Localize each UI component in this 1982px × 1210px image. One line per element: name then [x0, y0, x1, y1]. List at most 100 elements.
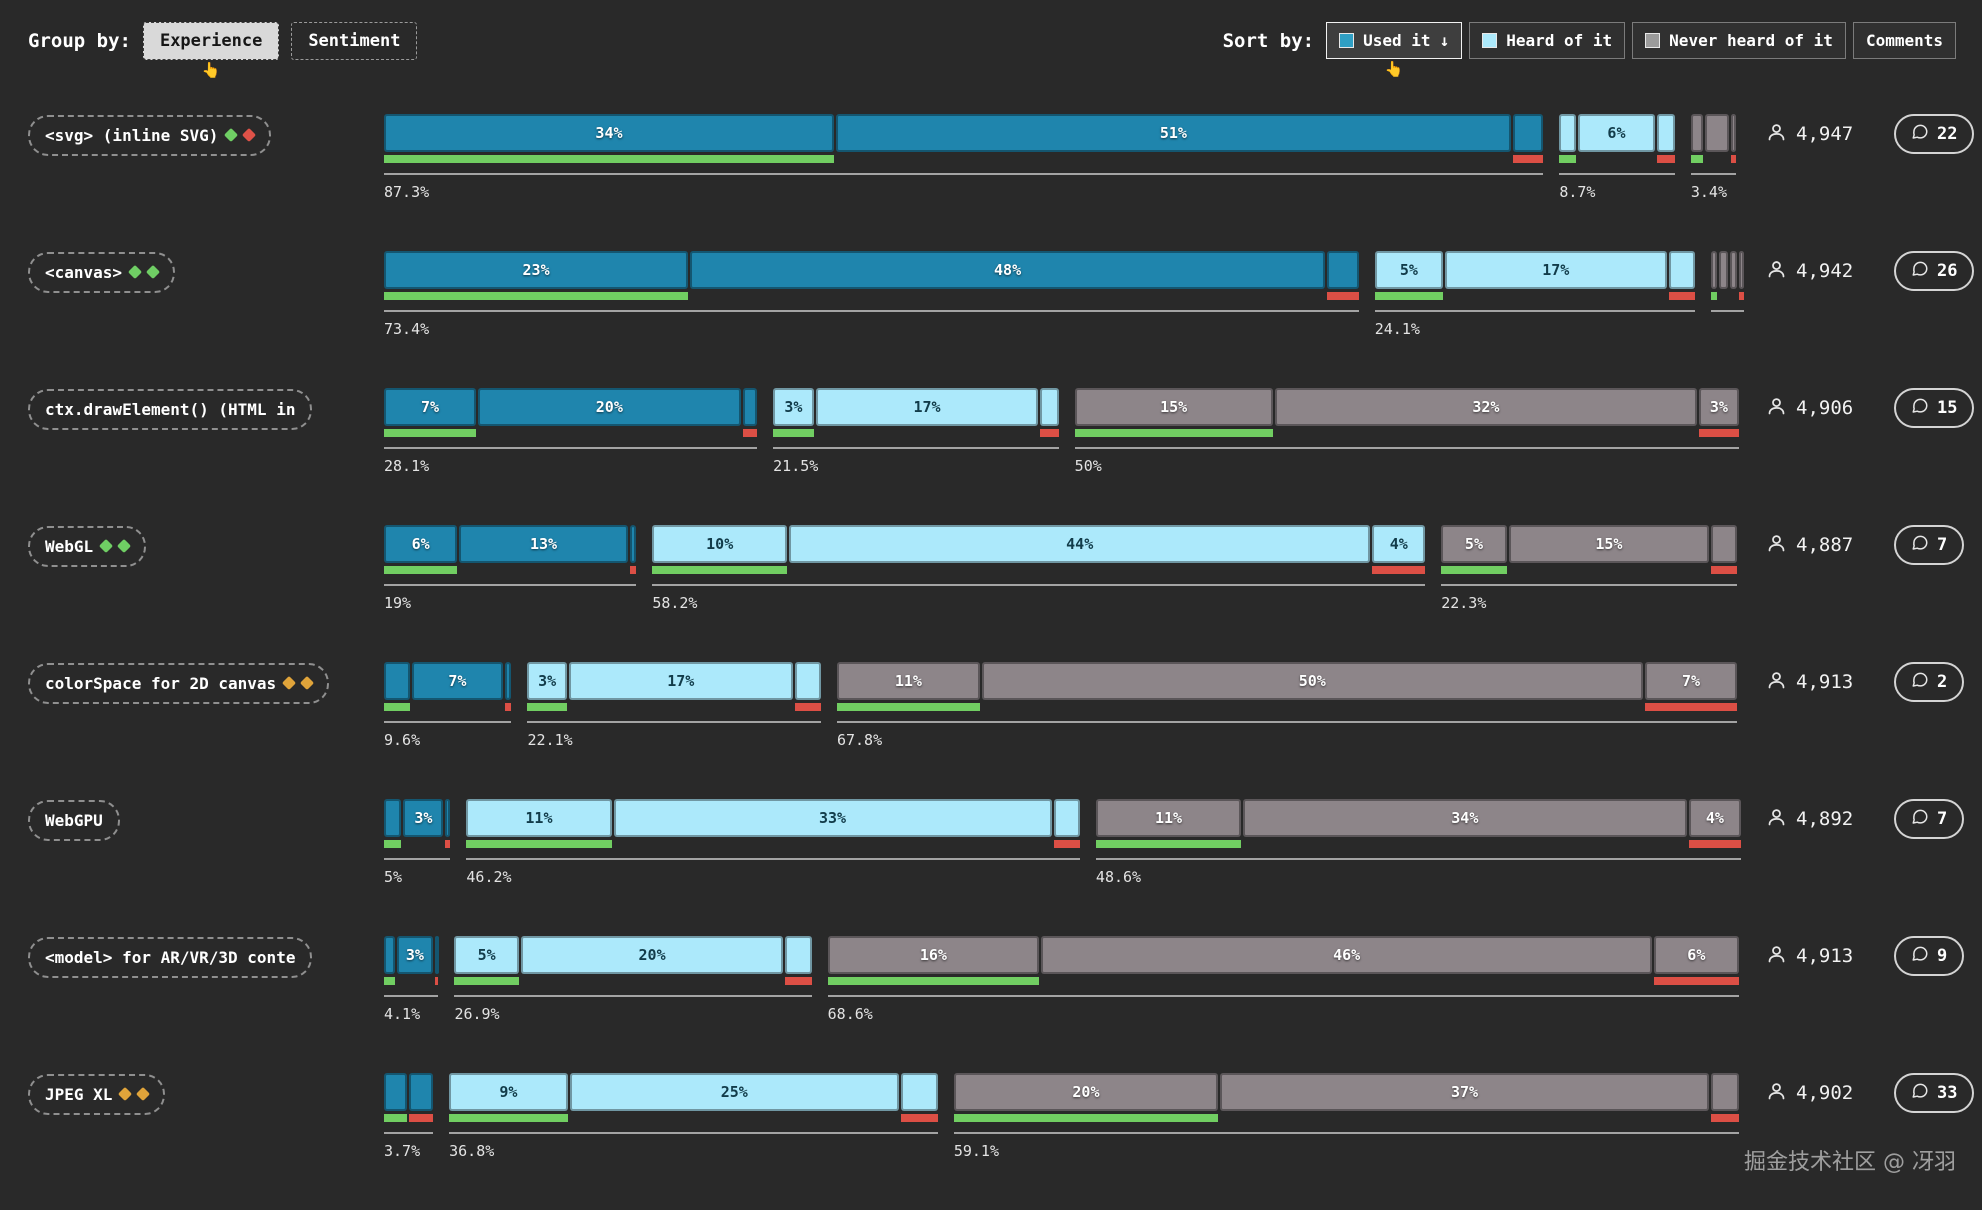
bar-segment[interactable]: [1719, 251, 1729, 289]
sort-by-never-heard-button[interactable]: Never heard of it: [1632, 22, 1846, 59]
bar-segment[interactable]: [445, 799, 451, 837]
bar-segment[interactable]: 44%: [789, 525, 1371, 563]
sentiment-underline: [454, 977, 812, 985]
bar-segment[interactable]: [1040, 388, 1059, 426]
user-icon: [1766, 944, 1787, 969]
bar-segment[interactable]: 50%: [981, 662, 1643, 700]
bar-segment[interactable]: 7%: [1644, 662, 1738, 700]
bar-segment[interactable]: 3%: [403, 799, 444, 837]
bar-segment[interactable]: 17%: [815, 388, 1039, 426]
bar-segment[interactable]: [1668, 251, 1695, 289]
bar-segment[interactable]: 5%: [454, 936, 519, 974]
bar-segment[interactable]: [1656, 114, 1675, 152]
bar-segment[interactable]: 3%: [527, 662, 567, 700]
bar-segment[interactable]: 15%: [1074, 388, 1273, 426]
feature-label-cell: WebGL: [28, 525, 384, 567]
bar-segment[interactable]: 6%: [1654, 936, 1739, 974]
bar-segment[interactable]: 6%: [384, 525, 458, 563]
bar-segment[interactable]: 4%: [1688, 799, 1742, 837]
bar-segment[interactable]: 51%: [835, 114, 1511, 152]
toolbar: Group by: Experience 👆 Sentiment Sort by…: [28, 22, 1956, 79]
group-by-sentiment-button[interactable]: Sentiment: [291, 22, 418, 60]
group-total-label: 5%: [384, 868, 403, 886]
bar-segment[interactable]: 33%: [613, 799, 1052, 837]
bar-segment[interactable]: 46%: [1041, 936, 1653, 974]
bar-segment[interactable]: [1512, 114, 1544, 152]
bar-segment[interactable]: 13%: [459, 525, 628, 563]
bar-segment[interactable]: [1731, 114, 1736, 152]
bar-segment[interactable]: 5%: [1441, 525, 1507, 563]
bar-segment[interactable]: [1559, 114, 1576, 152]
bar-segment[interactable]: 9%: [449, 1073, 568, 1111]
bar-segment[interactable]: 7%: [384, 388, 476, 426]
bar-segment[interactable]: [629, 525, 637, 563]
feature-label-chip[interactable]: colorSpace for 2D canvas: [28, 662, 330, 704]
bar-segment[interactable]: 11%: [836, 662, 980, 700]
bar-segment[interactable]: 34%: [384, 114, 834, 152]
feature-label-chip[interactable]: WebGL: [28, 525, 147, 567]
bar-segment[interactable]: 48%: [690, 251, 1325, 289]
bar-segment[interactable]: [505, 662, 512, 700]
bar-segment[interactable]: [434, 936, 439, 974]
bar-segment[interactable]: 3%: [397, 936, 433, 974]
bar-segment[interactable]: 4%: [1372, 525, 1426, 563]
comments-button[interactable]: 7: [1894, 799, 1965, 839]
bar-segment[interactable]: 16%: [827, 936, 1040, 974]
bar-segment[interactable]: [1710, 251, 1718, 289]
bar-segment[interactable]: [794, 662, 821, 700]
bar-segment[interactable]: 11%: [466, 799, 612, 837]
comments-button[interactable]: 2: [1894, 662, 1965, 702]
bar-segment[interactable]: [1326, 251, 1359, 289]
comments-button[interactable]: 26: [1894, 251, 1975, 291]
bar-segment[interactable]: 6%: [1578, 114, 1655, 152]
bar-segment[interactable]: 15%: [1508, 525, 1710, 563]
sort-by-heard-button[interactable]: Heard of it: [1469, 22, 1626, 59]
bar-segment[interactable]: [1711, 525, 1738, 563]
bar-segment[interactable]: 3%: [773, 388, 814, 426]
bar-segment[interactable]: 10%: [652, 525, 788, 563]
feature-label-chip[interactable]: <svg> (inline SVG): [28, 114, 272, 156]
bar-segment[interactable]: [384, 1073, 407, 1111]
bar-segment[interactable]: [1738, 251, 1744, 289]
bar-segment[interactable]: [900, 1073, 938, 1111]
feature-label-chip[interactable]: ctx.drawElement() (HTML in: [28, 388, 313, 430]
feature-label-chip[interactable]: <model> for AR/VR/3D conte: [28, 936, 313, 978]
bar-segment[interactable]: 20%: [477, 388, 741, 426]
bar-segment[interactable]: [785, 936, 812, 974]
bar-segment[interactable]: [1690, 114, 1703, 152]
bar-segment[interactable]: [384, 936, 396, 974]
bar-segment[interactable]: 5%: [1374, 251, 1443, 289]
bar-segment[interactable]: 25%: [569, 1073, 899, 1111]
comments-button[interactable]: 22: [1894, 114, 1975, 154]
feature-label-chip[interactable]: JPEG XL: [28, 1073, 166, 1115]
bar-segment[interactable]: 7%: [411, 662, 504, 700]
bar-segment[interactable]: [1704, 114, 1730, 152]
feature-label-chip[interactable]: WebGPU: [28, 799, 120, 841]
bar-segment[interactable]: 34%: [1243, 799, 1687, 837]
comments-button[interactable]: 15: [1894, 388, 1975, 428]
bar-segment[interactable]: 37%: [1220, 1073, 1709, 1111]
bar-segment[interactable]: [384, 799, 402, 837]
bar-segment[interactable]: 17%: [568, 662, 793, 700]
bar-segment[interactable]: [384, 662, 410, 700]
bar-segment[interactable]: 20%: [953, 1073, 1219, 1111]
bar-segment[interactable]: [1730, 251, 1737, 289]
bar-segment[interactable]: [1053, 799, 1080, 837]
feature-label-chip[interactable]: <canvas>: [28, 251, 176, 293]
sort-by-used-button[interactable]: Used it ↓: [1326, 22, 1463, 59]
bar-segment[interactable]: [742, 388, 758, 426]
bar-segment[interactable]: 20%: [520, 936, 784, 974]
bar-segment[interactable]: [1710, 1073, 1739, 1111]
bar-segment[interactable]: 32%: [1274, 388, 1698, 426]
sort-by-comments-button[interactable]: Comments: [1852, 22, 1956, 59]
group-by-experience-button[interactable]: Experience: [142, 22, 280, 60]
bar-segment[interactable]: [408, 1073, 434, 1111]
bar-segment[interactable]: 11%: [1095, 799, 1242, 837]
bar-segment[interactable]: 3%: [1699, 388, 1739, 426]
comments-button[interactable]: 7: [1894, 525, 1965, 565]
bar-segment[interactable]: 23%: [384, 251, 689, 289]
comments-button[interactable]: 9: [1894, 936, 1965, 976]
comments-button[interactable]: 33: [1894, 1073, 1975, 1113]
segment-percent-label: 51%: [1159, 124, 1187, 142]
bar-segment[interactable]: 17%: [1444, 251, 1667, 289]
